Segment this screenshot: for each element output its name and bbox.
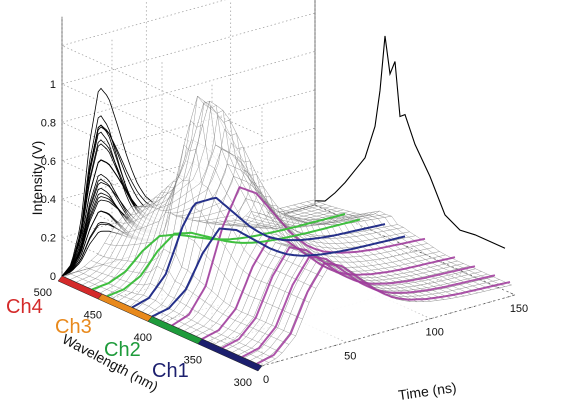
mesh-time-line-4 xyxy=(90,260,290,345)
z-gridline-6 xyxy=(60,0,263,136)
mesh-time-line-24 xyxy=(225,216,424,302)
highlight-profile-1 xyxy=(241,255,496,358)
z-gridline-1 xyxy=(60,166,316,328)
axis-ticks: 0 0.2 0.4 0.6 0.8 1 0 50 100 150 300 350 400 450 500 xyxy=(34,79,529,389)
channel-trace-1 xyxy=(106,218,361,298)
mesh-time-line-35 xyxy=(300,203,499,289)
surface-mesh xyxy=(63,95,512,367)
mesh-time-line-33 xyxy=(286,206,485,292)
channel-label-ch1: Ch1 xyxy=(152,360,189,382)
mesh-time-line-1 xyxy=(70,273,269,363)
channel-label-ch3: Ch3 xyxy=(55,316,92,338)
mesh-time-line-14 xyxy=(158,128,357,276)
mesh-time-line-32 xyxy=(279,208,478,294)
wavelength-tick-label-1: 350 xyxy=(184,355,202,367)
z-tick-label-1: 0.2 xyxy=(41,233,56,245)
wall-curve-6 xyxy=(61,196,199,277)
mesh-time-line-3 xyxy=(84,266,283,354)
mesh-time-line-8 xyxy=(117,144,317,289)
highlight-profile-0 xyxy=(256,262,511,365)
mesh-time-line-34 xyxy=(293,204,492,290)
z-gridline-5 xyxy=(60,12,316,175)
mesh-time-line-7 xyxy=(111,174,310,303)
wall-curve-11 xyxy=(61,181,199,277)
time-gridline-1 xyxy=(145,0,347,343)
wavelength-tick-label-4: 500 xyxy=(34,287,52,299)
channel-trace-3 xyxy=(151,227,406,318)
mesh-time-line-37 xyxy=(313,199,512,286)
z-gridline-4 xyxy=(60,51,316,213)
wall-curve-7 xyxy=(61,192,199,277)
z-gridline-2 xyxy=(60,127,316,290)
z-tick-label-4: 0.8 xyxy=(41,117,56,129)
time-tick-label-2: 100 xyxy=(426,327,444,339)
mesh-time-line-28 xyxy=(252,214,451,299)
mesh-time-line-29 xyxy=(259,213,458,298)
highlight-profile-3 xyxy=(201,236,456,340)
mesh-time-line-36 xyxy=(306,201,505,287)
projection-curve xyxy=(314,35,506,249)
mesh-time-line-27 xyxy=(246,215,445,300)
mesh-time-line-22 xyxy=(212,211,411,302)
wavelength-tick-label-2: 400 xyxy=(134,332,152,344)
mesh-time-line-26 xyxy=(239,217,438,301)
mesh-time-line-31 xyxy=(273,209,472,295)
time-tick-label-1: 50 xyxy=(344,350,356,362)
time-gridline-2 xyxy=(230,0,431,320)
z-tick-label-2: 0.4 xyxy=(41,194,56,206)
mesh-time-line-30 xyxy=(266,211,465,297)
channel-trace-2 xyxy=(131,196,386,309)
wavelength-tick-label-0: 300 xyxy=(234,377,252,389)
wavelength-wall-projection xyxy=(314,35,506,249)
wavelength-tick-label-3: 450 xyxy=(84,310,102,322)
time-tick-label-3: 150 xyxy=(510,303,528,315)
mesh-time-line-5 xyxy=(97,248,296,337)
z-axis-label: Intensity (V) xyxy=(29,141,45,216)
channel-label-ch4: Ch4 xyxy=(6,296,43,318)
wall-curve-19 xyxy=(61,115,202,277)
mesh-time-line-2 xyxy=(77,270,276,360)
z-tick-label-5: 1 xyxy=(50,79,56,91)
time-axis-label: Time (ns) xyxy=(397,379,457,403)
channel-label-ch2: Ch2 xyxy=(104,339,141,361)
time-tick-label-0: 0 xyxy=(263,374,269,386)
z-tick-label-3: 0.6 xyxy=(41,156,56,168)
highlight-profile-2 xyxy=(221,246,476,349)
z-tick-label-0: 0 xyxy=(50,271,56,283)
time-gridline-3 xyxy=(314,0,516,296)
channel-band-ch1 xyxy=(197,338,263,372)
wall-curve-13 xyxy=(61,173,202,277)
channel-bands xyxy=(57,275,263,372)
wall-curve-21 xyxy=(61,87,199,277)
mesh-time-line-25 xyxy=(232,218,431,302)
mesh-time-line-10 xyxy=(131,95,330,266)
wall-curve-2 xyxy=(61,221,199,277)
